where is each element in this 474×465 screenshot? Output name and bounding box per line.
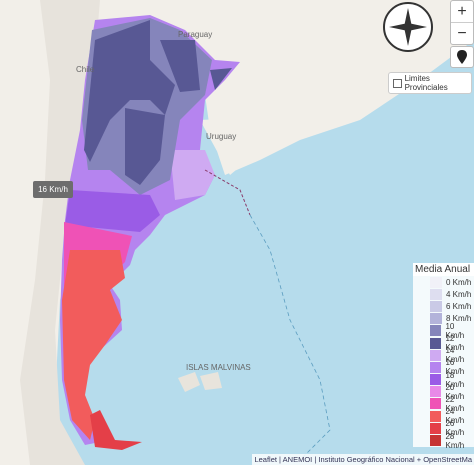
legend-label: 24 Km/h (445, 407, 465, 426)
legend-swatch (430, 313, 442, 325)
legend-item: 24 Km/h (413, 407, 474, 426)
legend-item: 10 Km/h (413, 321, 474, 340)
place-label: Chile (76, 65, 95, 74)
legend-item: 26 Km/h (413, 419, 474, 438)
maritime-boundary (249, 214, 331, 461)
wind-zone-dark (84, 20, 232, 185)
legend-label: 8 Km/h (446, 314, 472, 324)
legend-item: 6 Km/h (413, 300, 474, 312)
zoom-control: + − (450, 0, 474, 45)
attribution: Leaflet | ANEMOI | Instituto Geográfico … (252, 454, 474, 465)
legend-label: 14 Km/h (445, 346, 465, 365)
legend-swatch (430, 361, 442, 373)
locate-button[interactable] (450, 46, 474, 68)
legend-swatch (430, 422, 442, 434)
legend-item: 12 Km/h (413, 334, 474, 353)
legend-item: 8 Km/h (413, 313, 474, 325)
legend-swatch (430, 398, 442, 410)
legend-title: Media Anual (413, 263, 474, 276)
legend-label: 0 Km/h (446, 277, 472, 287)
legend-swatch (430, 435, 442, 447)
legend-label: 16 Km/h (445, 358, 465, 377)
wind-zone-mid (65, 190, 160, 232)
legend-label: 4 Km/h (446, 289, 472, 299)
legend-label: 18 Km/h (445, 370, 465, 389)
legend-swatch (430, 374, 442, 386)
legend-item: 20 Km/h (413, 382, 474, 401)
legend-item: 22 Km/h (413, 394, 474, 413)
legend-item: 28 Km/h (413, 432, 474, 450)
tierra-del-fuego (90, 410, 142, 450)
legend-item: 4 Km/h (413, 288, 474, 300)
place-label: ISLAS MALVINAS (186, 363, 251, 372)
legend-swatch (430, 300, 442, 312)
chile-coast (20, 0, 100, 465)
legend-swatch (430, 337, 442, 349)
legend-swatch (430, 386, 442, 398)
zoom-in[interactable]: + (457, 3, 467, 20)
checkbox[interactable] (393, 78, 402, 88)
zoom-out[interactable]: − (451, 22, 473, 44)
legend-swatch (430, 349, 442, 361)
legend-swatch (430, 410, 442, 422)
islas-malvinas (178, 372, 222, 392)
legend-item: 0 Km/h (413, 276, 474, 288)
legend-label: 20 Km/h (445, 382, 465, 401)
legend-item: 14 Km/h (413, 346, 474, 365)
place-label: Uruguay (206, 132, 236, 141)
legend-label: 22 Km/h (445, 394, 465, 413)
marker-icon (457, 50, 467, 64)
legend-label: 6 Km/h (446, 301, 472, 311)
toggle-label: Limites Provinciales (404, 74, 448, 92)
legend-label: 10 Km/h (445, 321, 465, 340)
wind-zone-red (62, 250, 125, 440)
tooltip: 16 Km/h (33, 181, 73, 198)
legend-label: 28 Km/h (445, 431, 465, 450)
place-label: Paraguay (178, 30, 212, 39)
layer-toggle[interactable]: Limites Provinciales (388, 72, 472, 94)
legend: Media Anual 0 Km/h 4 Km/h 6 Km/h 8 Km/h 10 K… (413, 263, 474, 450)
coast-route (204, 169, 251, 216)
legend-item: 18 Km/h (413, 370, 474, 389)
legend-swatch (430, 276, 442, 288)
legend-label: 26 Km/h (445, 419, 465, 438)
legend-item: 16 Km/h (413, 358, 474, 377)
compass-rose (389, 8, 427, 46)
legend-label: 12 Km/h (445, 334, 465, 353)
compass[interactable] (383, 2, 433, 52)
legend-swatch (430, 325, 442, 337)
legend-swatch (430, 288, 442, 300)
wind-zone-light (170, 150, 215, 200)
